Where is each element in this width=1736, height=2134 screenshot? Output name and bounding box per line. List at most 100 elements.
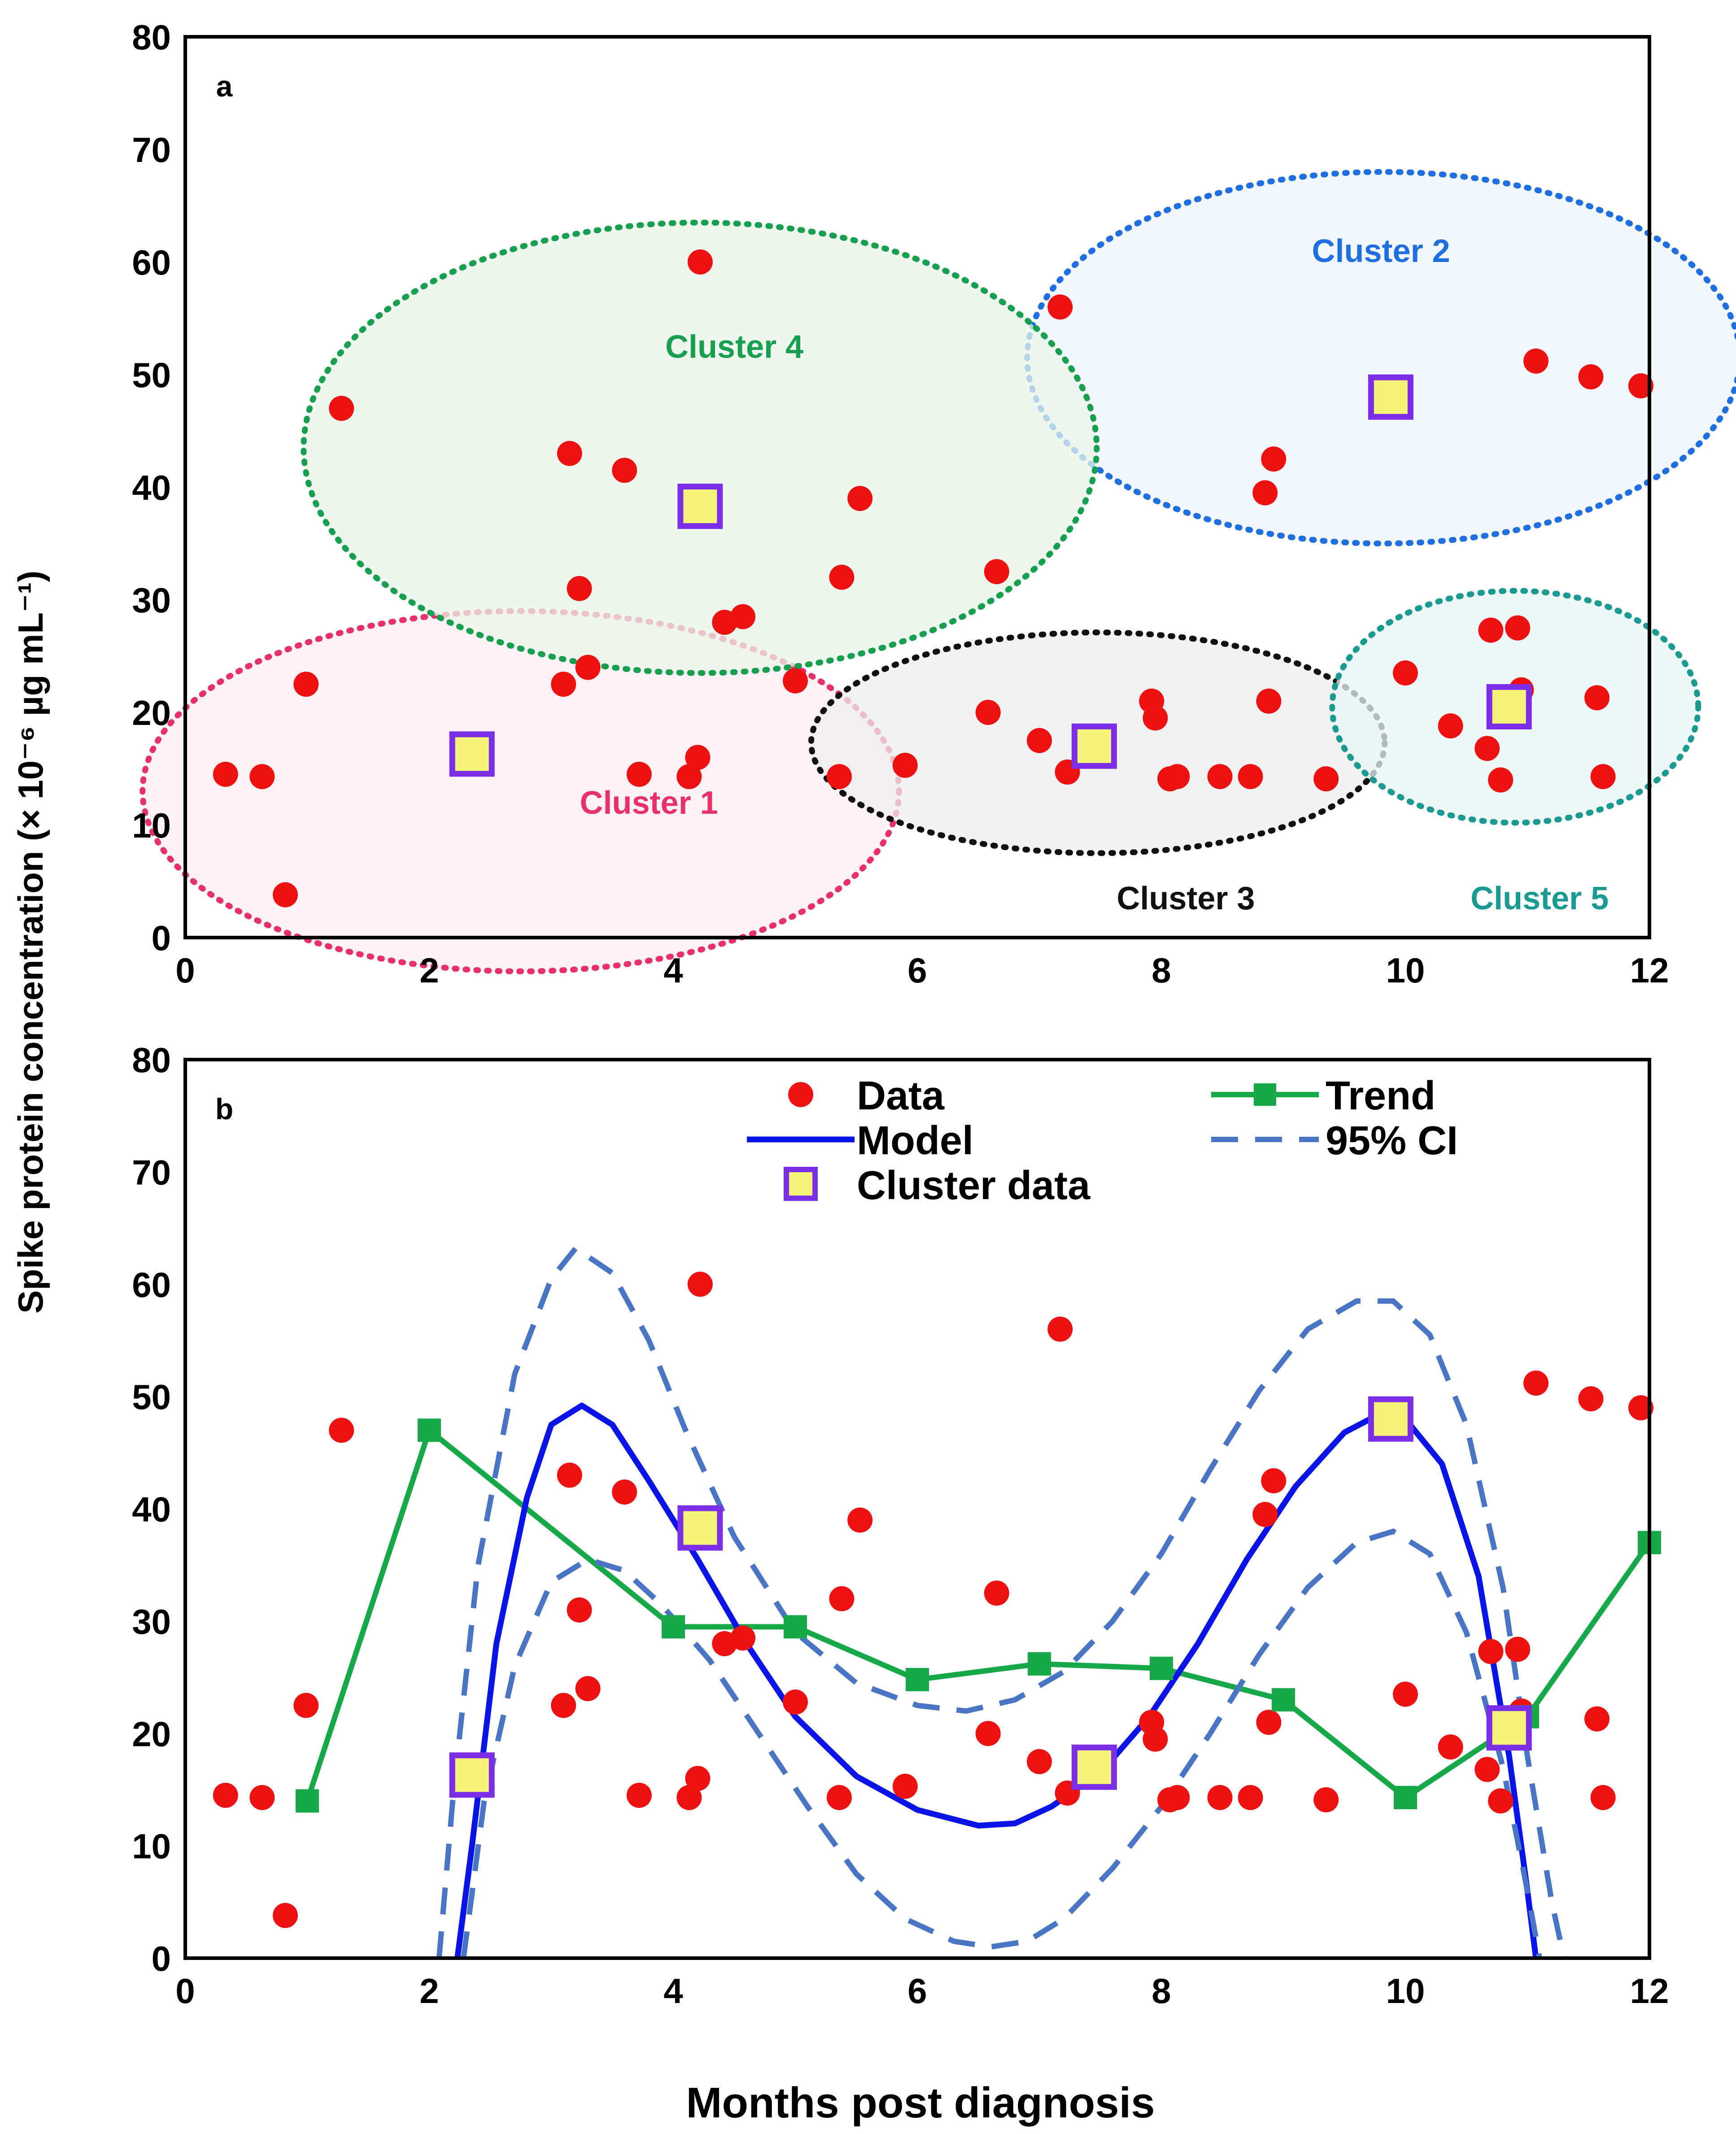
- cluster-data-point-3: [1368, 374, 1413, 420]
- cluster-data-point-2: [1071, 723, 1117, 769]
- data-point-3: [293, 672, 319, 697]
- y-tick-label: 50: [132, 355, 171, 395]
- data-point-20: [892, 752, 918, 778]
- legend-trend-label: Trend: [1326, 1074, 1435, 1118]
- data-point-24: [1047, 294, 1073, 320]
- data-point-0: [213, 762, 238, 787]
- data-point-9: [612, 1479, 637, 1505]
- data-point-17: [826, 764, 852, 790]
- cluster-ellipse-4: [301, 219, 1100, 676]
- data-point-0: [213, 1782, 238, 1808]
- cluster-data-point-4: [1486, 1705, 1532, 1751]
- data-point-7: [567, 1597, 592, 1623]
- data-point-20: [892, 1773, 918, 1799]
- data-point-19: [847, 486, 873, 511]
- cluster-data-point-1: [677, 1505, 723, 1551]
- data-point-16: [783, 668, 808, 694]
- cluster-label-4: Cluster 4: [665, 329, 803, 365]
- legend-ci-label: 95% CI: [1326, 1118, 1458, 1163]
- y-tick-label: 0: [152, 918, 171, 958]
- cluster-data-point-0: [449, 1752, 495, 1798]
- y-tick-label: 80: [132, 17, 171, 57]
- x-tick-label: 8: [1152, 951, 1171, 990]
- data-point-1: [249, 764, 275, 790]
- data-point-47: [1628, 373, 1653, 399]
- data-point-1: [249, 1785, 275, 1810]
- legend-model-label: Model: [857, 1118, 973, 1163]
- x-tick-label: 10: [1386, 951, 1425, 990]
- data-point-10: [626, 762, 652, 787]
- x-tick-label: 4: [663, 1971, 683, 2011]
- x-tick-label: 0: [175, 951, 195, 990]
- x-tick-label: 0: [175, 1971, 195, 2011]
- x-tick-label: 6: [907, 951, 927, 990]
- data-point-5: [551, 1693, 576, 1718]
- x-axis-title: Months post diagnosis: [686, 2079, 1155, 2127]
- data-point-5: [551, 672, 576, 697]
- series-line-3: [436, 1244, 1567, 1958]
- data-point-18: [829, 564, 855, 590]
- series-markers: [213, 249, 1653, 908]
- trend-point-7: [1272, 1688, 1295, 1712]
- x-tick-label: 2: [419, 1971, 439, 2011]
- y-tick-label: 20: [132, 1714, 171, 1754]
- data-point-41: [1505, 1637, 1531, 1662]
- data-point-7: [567, 576, 592, 601]
- cluster-regions: [140, 169, 1736, 974]
- data-point-34: [1261, 446, 1287, 472]
- y-tick-label: 40: [132, 468, 171, 507]
- data-point-34: [1261, 1468, 1287, 1493]
- data-point-22: [984, 559, 1009, 585]
- y-tick-label: 50: [132, 1377, 171, 1417]
- legend-cluster-marker: [784, 1167, 818, 1201]
- data-point-36: [1393, 1681, 1418, 1707]
- data-point-46: [1590, 1785, 1616, 1810]
- data-point-38: [1474, 1757, 1500, 1782]
- legend-data-label: Data: [857, 1074, 945, 1118]
- plot-frame: [183, 35, 1651, 939]
- data-point-46: [1590, 764, 1616, 790]
- data-point-12: [685, 745, 711, 770]
- x-tick-label: 2: [419, 951, 439, 990]
- data-point-4: [329, 1418, 354, 1443]
- data-point-9: [612, 458, 637, 483]
- y-tick-label: 60: [132, 1265, 171, 1305]
- x-tick-label: 10: [1386, 1971, 1425, 2011]
- data-point-32: [1252, 480, 1278, 506]
- trend-point-4: [906, 1668, 929, 1692]
- data-point-23: [1027, 1749, 1052, 1774]
- data-point-33: [1256, 688, 1282, 714]
- x-tick-label: 6: [907, 1971, 927, 2011]
- cluster-label-2: Cluster 2: [1312, 233, 1450, 269]
- data-point-44: [1578, 1386, 1604, 1412]
- data-point-13: [687, 249, 713, 275]
- trend-point-5: [1028, 1652, 1051, 1676]
- panel-label: a: [216, 70, 233, 103]
- cluster-data-point-2: [1071, 1744, 1117, 1790]
- y-tick-label: 70: [132, 1152, 171, 1192]
- data-point-33: [1256, 1710, 1282, 1735]
- data-point-22: [984, 1580, 1009, 1606]
- cluster-data-point-1: [677, 484, 723, 529]
- data-point-29: [1165, 1785, 1190, 1810]
- y-tick-label: 20: [132, 693, 171, 733]
- y-tick-label: 0: [152, 1939, 171, 1978]
- panel-label: b: [215, 1092, 233, 1126]
- data-point-13: [687, 1271, 713, 1297]
- series-markers: [213, 1271, 1661, 1928]
- legend-data-marker: [788, 1082, 813, 1107]
- data-point-31: [1238, 1785, 1263, 1810]
- data-point-43: [1523, 1370, 1549, 1396]
- data-point-37: [1438, 713, 1463, 739]
- data-point-45: [1584, 685, 1610, 711]
- data-point-45: [1584, 1706, 1610, 1732]
- y-axis-title: Spike protein concentration (× 10⁻⁶ µg m…: [11, 571, 50, 1314]
- data-point-21: [975, 700, 1001, 725]
- data-point-10: [626, 1782, 652, 1808]
- trend-point-6: [1150, 1657, 1173, 1680]
- data-point-29: [1165, 764, 1190, 790]
- axis-ticks: 0 2 4 6 8 10 12 0 10 20 30 40 50 60 70 80: [132, 1040, 1669, 2011]
- data-point-23: [1027, 728, 1052, 753]
- x-tick-label: 12: [1630, 1971, 1669, 2011]
